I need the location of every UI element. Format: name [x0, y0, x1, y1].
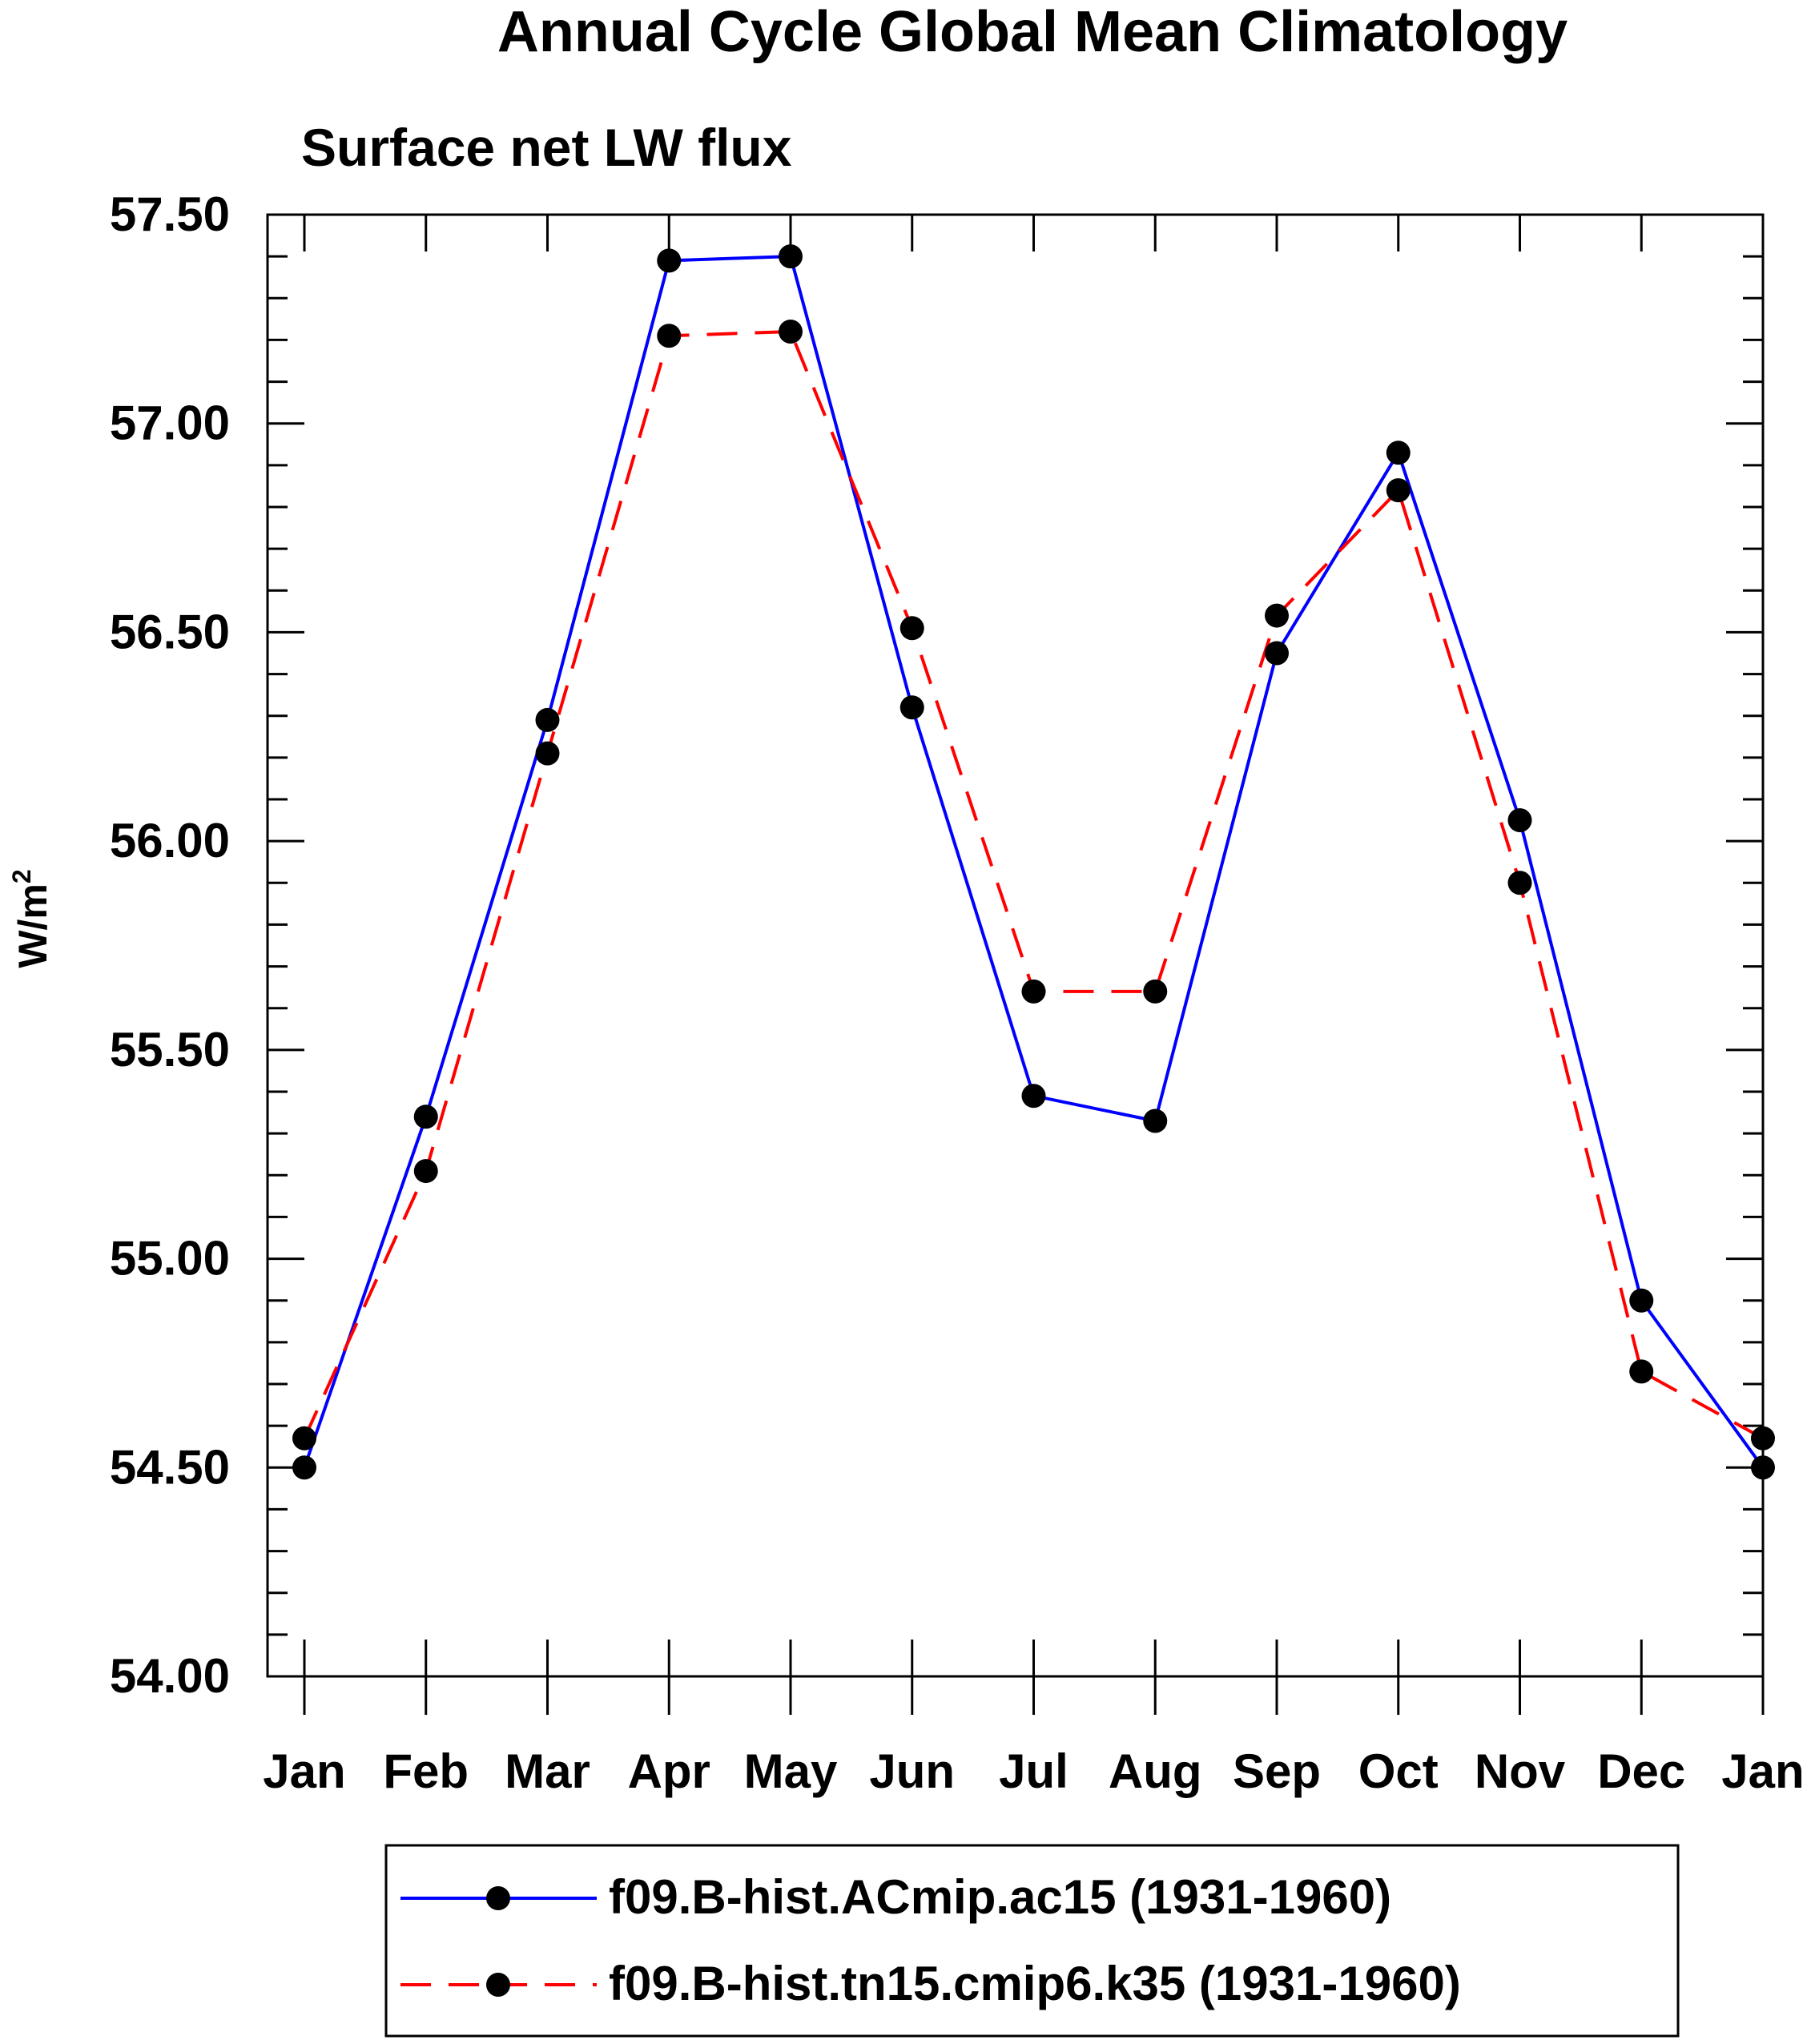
x-tick-label: Dec — [1597, 1744, 1685, 1798]
series-line-2 — [303, 330, 1764, 1440]
data-point-series-2 — [292, 1426, 316, 1451]
legend-marker-series-1 — [486, 1886, 510, 1910]
data-point-series-2 — [899, 616, 924, 641]
y-tick-label: 54.00 — [110, 1649, 230, 1703]
x-tick-label: Feb — [383, 1744, 469, 1798]
x-tick-label: Jul — [999, 1744, 1069, 1798]
y-tick-label: 56.50 — [110, 605, 230, 658]
data-point-series-1 — [292, 1455, 316, 1480]
series-line-1 — [303, 255, 1765, 1469]
y-tick-label: 56.00 — [110, 814, 230, 867]
legend-box — [384, 1844, 1680, 2038]
x-tick-label: Jan — [1721, 1744, 1804, 1798]
x-tick-label: May — [744, 1744, 838, 1798]
chart-subtitle: Surface net LW flux — [301, 118, 792, 177]
series-markers — [292, 244, 1775, 1480]
data-point-series-2 — [535, 741, 560, 766]
x-tick-label: Apr — [628, 1744, 710, 1798]
x-tick-label: Sep — [1233, 1744, 1321, 1798]
data-point-series-2 — [413, 1159, 438, 1184]
data-point-series-2 — [657, 324, 682, 348]
chart-title: Annual Cycle Global Mean Climatology — [497, 0, 1568, 64]
data-point-series-1 — [1751, 1455, 1775, 1480]
data-point-series-2 — [1021, 979, 1046, 1004]
data-point-series-1 — [1143, 1109, 1168, 1133]
series-lines — [303, 255, 1765, 1469]
y-tick-label: 57.00 — [110, 396, 230, 450]
data-point-series-2 — [1143, 979, 1168, 1004]
data-point-series-1 — [535, 707, 560, 732]
data-point-series-1 — [779, 244, 803, 269]
legend-label-series-1: f09.B-hist.ACmip.ac15 (1931-1960) — [609, 1870, 1391, 1924]
data-point-series-2 — [1629, 1359, 1654, 1384]
x-tick-label: Mar — [505, 1744, 590, 1798]
data-point-series-2 — [1265, 603, 1289, 628]
data-point-series-1 — [1386, 441, 1411, 465]
x-tick-label: Jan — [263, 1744, 345, 1798]
data-point-series-1 — [413, 1104, 438, 1129]
data-point-series-1 — [1265, 641, 1289, 666]
data-point-series-1 — [899, 695, 924, 720]
data-point-series-2 — [779, 320, 803, 344]
x-axis-ticks: Jan Feb Mar Apr May Jun Jul Aug Sep Oct Nov Dec Jan — [263, 215, 1805, 1798]
x-tick-label: Nov — [1475, 1744, 1566, 1798]
y-axis-label: W/m2 — [7, 869, 55, 968]
y-axis-label-base: W/m — [10, 883, 55, 968]
data-point-series-2 — [1386, 478, 1411, 503]
x-tick-label: Jun — [869, 1744, 955, 1798]
data-point-series-1 — [1629, 1288, 1654, 1313]
x-tick-label: Aug — [1109, 1744, 1202, 1798]
legend: f09.B-hist.ACmip.ac15 (1931-1960) f09.B-… — [384, 1844, 1680, 2038]
data-point-series-1 — [1507, 808, 1532, 833]
x-tick-label: Oct — [1358, 1744, 1439, 1798]
data-point-series-1 — [657, 248, 682, 273]
y-axis-ticks: 54.00 54.50 55.00 55.50 56.00 56.50 57.00 57.50 — [110, 187, 1763, 1703]
y-tick-label: 55.00 — [110, 1232, 230, 1286]
y-tick-label: 54.50 — [110, 1440, 230, 1494]
legend-marker-series-2 — [486, 1973, 510, 1997]
data-point-series-2 — [1751, 1426, 1775, 1451]
y-tick-label: 57.50 — [110, 187, 230, 241]
plot-frame — [266, 213, 1765, 1678]
data-point-series-1 — [1021, 1084, 1046, 1109]
y-tick-label: 55.50 — [110, 1023, 230, 1076]
y-axis-label-sup: 2 — [7, 869, 36, 883]
data-point-series-2 — [1507, 871, 1532, 895]
legend-label-series-2: f09.B-hist.tn15.cmip6.k35 (1931-1960) — [609, 1957, 1461, 2010]
